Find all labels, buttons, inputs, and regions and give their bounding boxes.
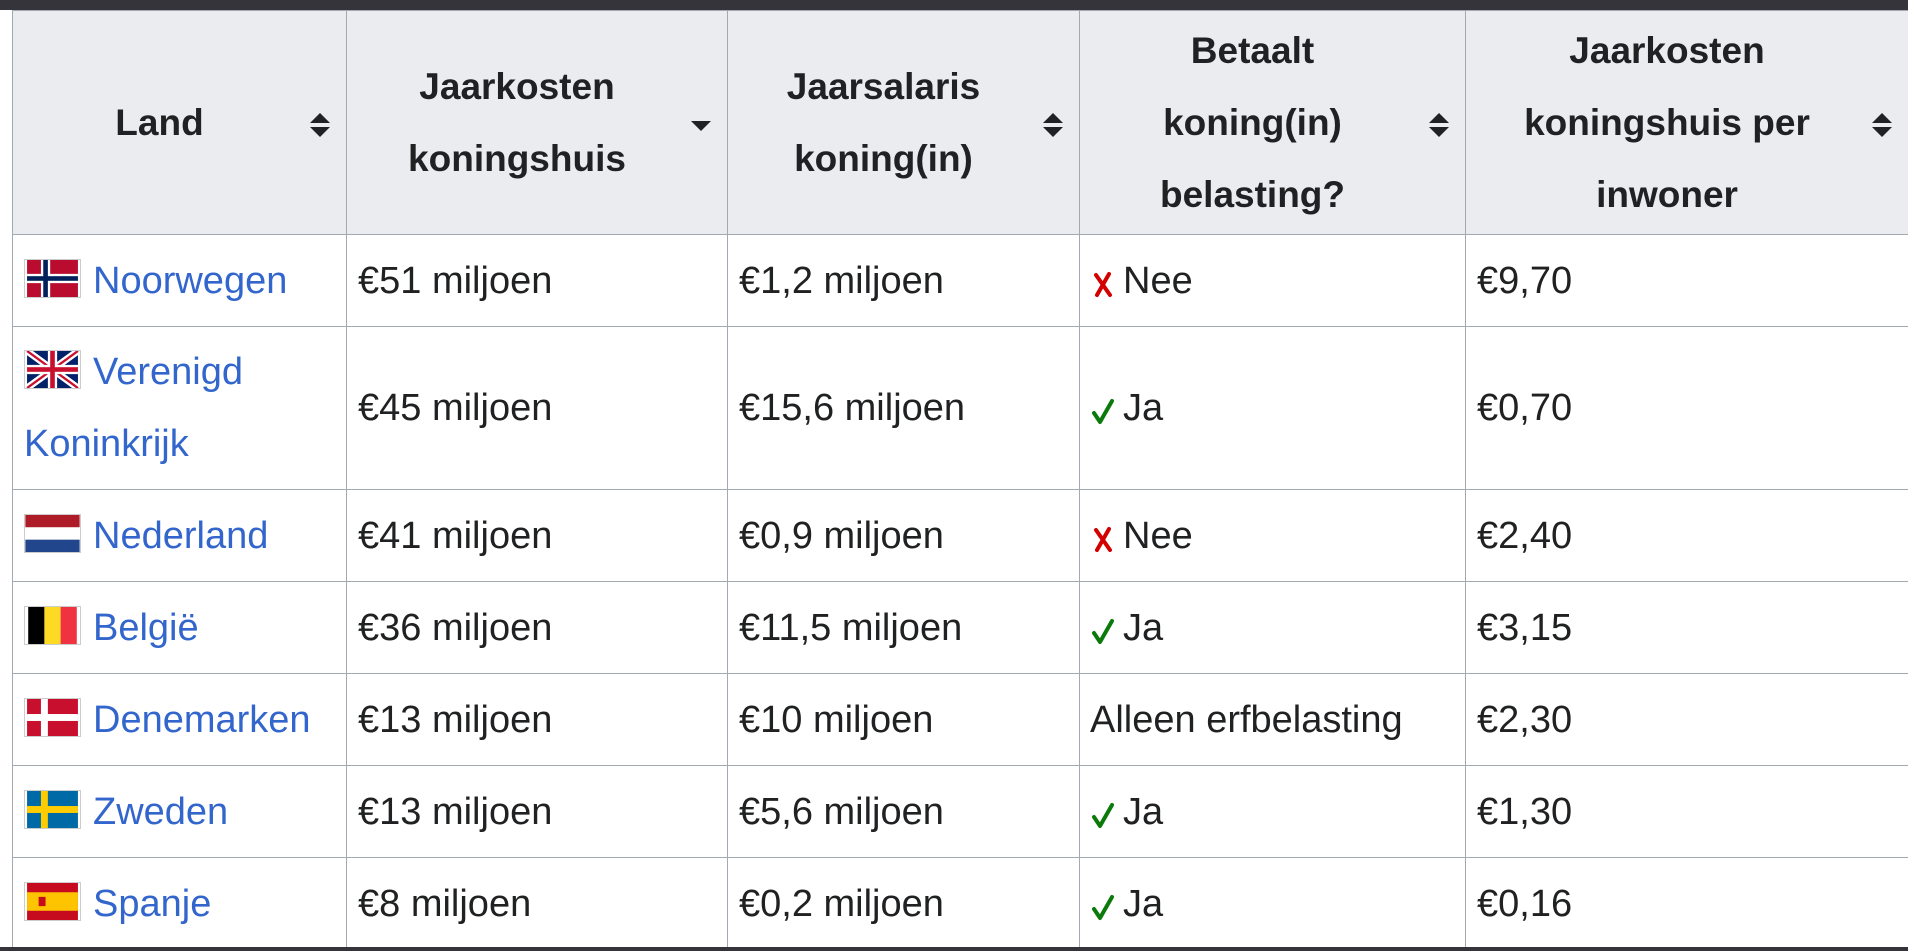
check-icon: [1092, 399, 1114, 424]
tax-cell: Ja: [1079, 326, 1466, 490]
row: Spanje €8 miljoen €0,2 miljoen Ja €0,16: [12, 857, 1908, 950]
cell: €51 miljoen: [346, 234, 728, 327]
header-cell[interactable]: Jaarkosten koningshuis per inwoner: [1465, 10, 1908, 235]
cell: €3,15: [1465, 581, 1908, 674]
tax-cell: Ja: [1079, 857, 1466, 950]
country-cell: Verenigd Koninkrijk: [12, 326, 347, 490]
cell: €41 miljoen: [346, 489, 728, 582]
tax-cell: Ja: [1079, 581, 1466, 674]
country-link[interactable]: België: [93, 606, 199, 649]
cell: €13 miljoen: [346, 765, 728, 858]
cell: €2,30: [1465, 673, 1908, 766]
tax-cell: Ja: [1079, 765, 1466, 858]
flag: [24, 258, 81, 298]
tax-text: Nee: [1123, 259, 1193, 302]
row: Denemarken €13 miljoen €10 miljoen Allee…: [12, 673, 1908, 766]
header-text: Jaarkosten koningshuis per inwoner: [1524, 29, 1810, 215]
header-text: Betaalt koning(in) belasting?: [1159, 29, 1346, 215]
cell: €0,9 miljoen: [727, 489, 1080, 582]
tax-cell: Nee: [1079, 489, 1466, 582]
check-icon: [1092, 894, 1114, 920]
country-link[interactable]: Noorwegen: [93, 259, 288, 302]
tax-text: Ja: [1123, 882, 1164, 925]
flag: [24, 605, 81, 645]
cell: €1,2 miljoen: [727, 234, 1080, 327]
cell: €15,6 miljoen: [727, 326, 1080, 490]
header-cell[interactable]: Jaarkosten koningshuis: [346, 10, 728, 235]
cell: €0,2 miljoen: [727, 857, 1080, 950]
flag: [24, 348, 81, 391]
country-cell: Noorwegen: [12, 234, 347, 327]
sort-icon[interactable]: [1427, 111, 1451, 139]
cross-icon: [1094, 526, 1112, 552]
row: België €36 miljoen €11,5 miljoen Ja €3,1…: [12, 581, 1908, 674]
sort-icon[interactable]: [689, 111, 713, 139]
cell: €13 miljoen: [346, 673, 728, 766]
check-icon: [1092, 618, 1114, 644]
cell: €2,40: [1465, 489, 1908, 582]
country-cell: Zweden: [12, 765, 347, 858]
country-link[interactable]: Verenigd Koninkrijk: [24, 351, 244, 465]
sort-icon[interactable]: [308, 111, 332, 139]
country-cell: Denemarken: [12, 673, 347, 766]
row: Verenigd Koninkrijk €45 miljoen €15,6 mi…: [12, 326, 1908, 490]
cell: €36 miljoen: [346, 581, 728, 674]
royal-cost-table: Land Jaarkosten koningshuis Jaarsalaris …: [12, 10, 1908, 950]
flag: [24, 881, 81, 921]
cell: €0,70: [1465, 326, 1908, 490]
flag: [24, 697, 81, 737]
country-link[interactable]: Denemarken: [93, 698, 311, 741]
cross-icon: [1094, 271, 1112, 297]
cell: €9,70: [1465, 234, 1908, 327]
row: Nederland €41 miljoen €0,9 miljoen Nee €…: [12, 489, 1908, 582]
tax-text: Ja: [1123, 387, 1164, 429]
check-icon: [1092, 802, 1114, 828]
country-cell: België: [12, 581, 347, 674]
tax-cell: Nee: [1079, 234, 1466, 327]
header-cell[interactable]: Betaalt koning(in) belasting?: [1079, 10, 1466, 235]
row: Noorwegen €51 miljoen €1,2 miljoen Nee €…: [12, 234, 1908, 327]
header-text: Jaarsalaris koning(in): [786, 65, 981, 179]
header-text: Land: [115, 101, 204, 143]
tax-text: Nee: [1123, 514, 1193, 557]
top-bar: [0, 0, 1908, 10]
header-cell[interactable]: Jaarsalaris koning(in): [727, 10, 1080, 235]
cell: €1,30: [1465, 765, 1908, 858]
cell: €45 miljoen: [346, 326, 728, 490]
header-row: Land Jaarkosten koningshuis Jaarsalaris …: [12, 10, 1908, 235]
cell: €11,5 miljoen: [727, 581, 1080, 674]
tax-text: Ja: [1123, 606, 1164, 649]
sort-icon[interactable]: [1870, 111, 1894, 139]
bottom-bar: [0, 947, 1908, 951]
sort-icon[interactable]: [1041, 111, 1065, 139]
country-cell: Spanje: [12, 857, 347, 950]
country-link[interactable]: Zweden: [93, 790, 229, 833]
cell: €10 miljoen: [727, 673, 1080, 766]
header-text: Jaarkosten koningshuis: [408, 65, 626, 179]
cell: €0,16: [1465, 857, 1908, 950]
country-cell: Nederland: [12, 489, 347, 582]
header-cell[interactable]: Land: [12, 10, 347, 235]
country-link[interactable]: Nederland: [93, 514, 269, 557]
row: Zweden €13 miljoen €5,6 miljoen Ja €1,30: [12, 765, 1908, 858]
tax-cell: Alleen erfbelasting: [1079, 673, 1466, 766]
flag: [24, 513, 81, 553]
country-link[interactable]: Spanje: [93, 882, 212, 925]
cell: €8 miljoen: [346, 857, 728, 950]
flag: [24, 789, 81, 829]
tax-text: Alleen erfbelasting: [1090, 698, 1403, 741]
tax-text: Ja: [1123, 790, 1164, 833]
cell: €5,6 miljoen: [727, 765, 1080, 858]
